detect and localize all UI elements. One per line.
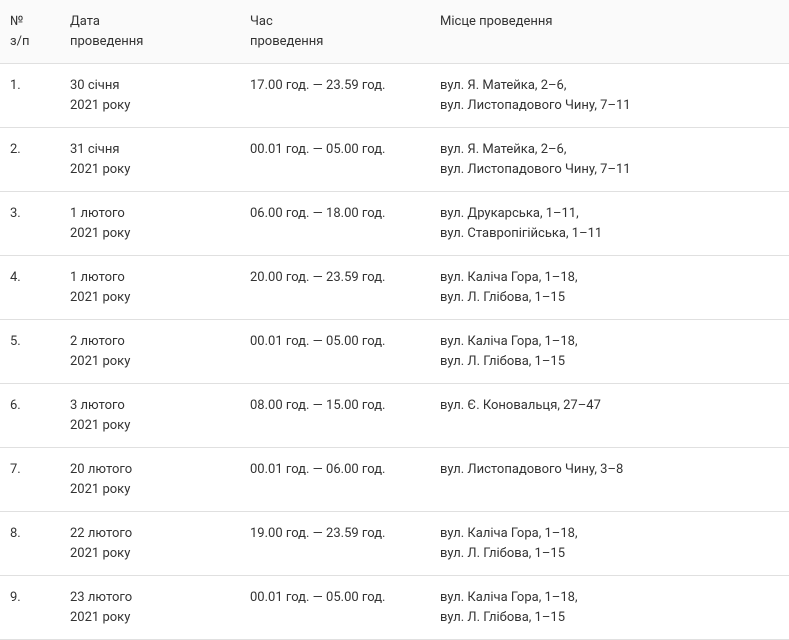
- cell-date: 1 лютого 2021 року: [60, 256, 240, 320]
- location-line2: вул. Ставропігійська, 1–11: [440, 226, 602, 241]
- location-line1: вул. Є. Коновальця, 27–47: [440, 398, 601, 413]
- header-label: Час: [250, 14, 273, 29]
- location-line1: вул. Друкарська, 1–11,: [440, 206, 579, 221]
- table-row: 9. 23 лютого 2021 року 00.01 год. — 05.00 г…: [0, 576, 789, 640]
- cell-time: 06.00 год. — 18.00 год.: [240, 192, 430, 256]
- cell-location: вул. Я. Матейка, 2–6, вул. Листопадового …: [430, 64, 789, 128]
- column-header-time: Час проведення: [240, 0, 430, 64]
- schedule-table: № з/п Дата проведення Час проведення Міс…: [0, 0, 789, 640]
- location-line1: вул. Каліча Гора, 1–18,: [440, 334, 578, 349]
- cell-location: вул. Листопадового Чину, 3–8: [430, 448, 789, 512]
- date-line1: 31 січня: [70, 142, 120, 157]
- location-line2: вул. Листопадового Чину, 7–11: [440, 162, 631, 177]
- date-line1: 23 лютого: [70, 590, 132, 605]
- location-line1: вул. Каліча Гора, 1–18,: [440, 526, 578, 541]
- cell-number: 6.: [0, 384, 60, 448]
- header-label: Місце проведення: [440, 14, 553, 29]
- cell-location: вул. Друкарська, 1–11, вул. Ставропігійсь…: [430, 192, 789, 256]
- table-row: 6. 3 лютого 2021 року 08.00 год. — 15.00 го…: [0, 384, 789, 448]
- location-line1: вул. Каліча Гора, 1–18,: [440, 590, 578, 605]
- table-row: 1. 30 січня 2021 року 17.00 год. — 23.59 го…: [0, 64, 789, 128]
- cell-date: 3 лютого 2021 року: [60, 384, 240, 448]
- cell-number: 2.: [0, 128, 60, 192]
- date-line2: 2021 року: [70, 610, 130, 625]
- date-line2: 2021 року: [70, 354, 130, 369]
- location-line2: вул. Л. Глібова, 1–15: [440, 610, 565, 625]
- date-line2: 2021 року: [70, 482, 130, 497]
- cell-number: 3.: [0, 192, 60, 256]
- date-line1: 2 лютого: [70, 334, 125, 349]
- cell-date: 20 лютого 2021 року: [60, 448, 240, 512]
- header-label: №: [10, 14, 23, 29]
- cell-number: 9.: [0, 576, 60, 640]
- cell-date: 1 лютого 2021 року: [60, 192, 240, 256]
- location-line2: вул. Л. Глібова, 1–15: [440, 546, 565, 561]
- date-line2: 2021 року: [70, 546, 130, 561]
- table-row: 4. 1 лютого 2021 року 20.00 год. — 23.59 го…: [0, 256, 789, 320]
- cell-location: вул. Каліча Гора, 1–18, вул. Л. Глібова, …: [430, 256, 789, 320]
- location-line1: вул. Листопадового Чину, 3–8: [440, 462, 623, 477]
- cell-time: 08.00 год. — 15.00 год.: [240, 384, 430, 448]
- header-label: Дата: [70, 14, 100, 29]
- cell-time: 00.01 год. — 05.00 год.: [240, 128, 430, 192]
- date-line1: 3 лютого: [70, 398, 125, 413]
- column-header-location: Місце проведення: [430, 0, 789, 64]
- date-line1: 1 лютого: [70, 270, 125, 285]
- table-row: 2. 31 січня 2021 року 00.01 год. — 05.00 го…: [0, 128, 789, 192]
- table-header-row: № з/п Дата проведення Час проведення Міс…: [0, 0, 789, 64]
- header-label: проведення: [70, 34, 143, 49]
- cell-date: 30 січня 2021 року: [60, 64, 240, 128]
- cell-number: 1.: [0, 64, 60, 128]
- location-line2: вул. Л. Глібова, 1–15: [440, 290, 565, 305]
- cell-number: 4.: [0, 256, 60, 320]
- location-line2: вул. Л. Глібова, 1–15: [440, 354, 565, 369]
- date-line1: 1 лютого: [70, 206, 125, 221]
- cell-date: 31 січня 2021 року: [60, 128, 240, 192]
- cell-date: 23 лютого 2021 року: [60, 576, 240, 640]
- table-row: 7. 20 лютого 2021 року 00.01 год. — 06.00 г…: [0, 448, 789, 512]
- cell-time: 00.01 год. — 06.00 год.: [240, 448, 430, 512]
- date-line2: 2021 року: [70, 290, 130, 305]
- cell-location: вул. Каліча Гора, 1–18, вул. Л. Глібова, …: [430, 576, 789, 640]
- date-line1: 20 лютого: [70, 462, 132, 477]
- cell-time: 20.00 год. — 23.59 год.: [240, 256, 430, 320]
- location-line2: вул. Листопадового Чину, 7–11: [440, 98, 631, 113]
- cell-time: 17.00 год. — 23.59 год.: [240, 64, 430, 128]
- cell-number: 7.: [0, 448, 60, 512]
- cell-number: 5.: [0, 320, 60, 384]
- date-line2: 2021 року: [70, 162, 130, 177]
- date-line2: 2021 року: [70, 98, 130, 113]
- date-line1: 22 лютого: [70, 526, 132, 541]
- cell-time: 00.01 год. — 05.00 год.: [240, 576, 430, 640]
- date-line1: 30 січня: [70, 78, 120, 93]
- column-header-date: Дата проведення: [60, 0, 240, 64]
- column-header-number: № з/п: [0, 0, 60, 64]
- header-label: проведення: [250, 34, 323, 49]
- table-body: 1. 30 січня 2021 року 17.00 год. — 23.59 го…: [0, 64, 789, 640]
- cell-location: вул. Я. Матейка, 2–6, вул. Листопадового …: [430, 128, 789, 192]
- date-line2: 2021 року: [70, 226, 130, 241]
- location-line1: вул. Я. Матейка, 2–6,: [440, 78, 566, 93]
- table-row: 3. 1 лютого 2021 року 06.00 год. — 18.00 го…: [0, 192, 789, 256]
- table-row: 5. 2 лютого 2021 року 00.01 год. — 05.00 го…: [0, 320, 789, 384]
- location-line1: вул. Каліча Гора, 1–18,: [440, 270, 578, 285]
- cell-date: 2 лютого 2021 року: [60, 320, 240, 384]
- location-line1: вул. Я. Матейка, 2–6,: [440, 142, 566, 157]
- cell-time: 00.01 год. — 05.00 год.: [240, 320, 430, 384]
- date-line2: 2021 року: [70, 418, 130, 433]
- header-label: з/п: [10, 34, 29, 49]
- cell-location: вул. Каліча Гора, 1–18, вул. Л. Глібова, …: [430, 320, 789, 384]
- cell-location: вул. Є. Коновальця, 27–47: [430, 384, 789, 448]
